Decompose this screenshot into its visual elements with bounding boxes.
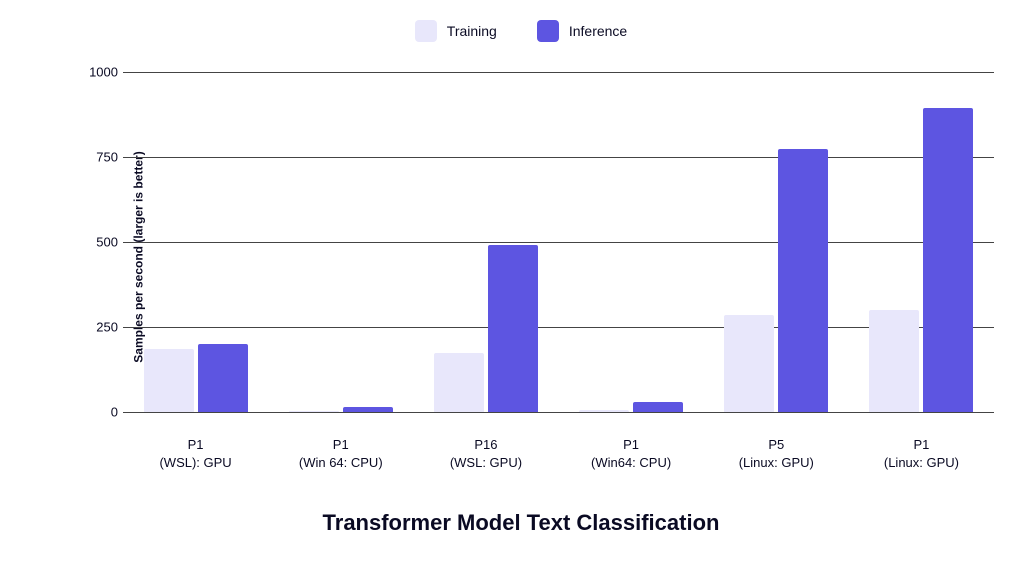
bar-inference <box>923 108 973 412</box>
bar-training <box>869 310 919 412</box>
legend-item-training: Training <box>415 20 497 42</box>
bar-group <box>559 72 704 412</box>
legend: Training Inference <box>48 20 994 42</box>
bar-group <box>413 72 558 412</box>
bar-training <box>724 315 774 412</box>
y-tick: 250 <box>88 320 118 335</box>
x-axis-label: P16(WSL: GPU) <box>413 436 558 472</box>
bar-inference <box>633 402 683 412</box>
x-axis-label: P1(Win64: CPU) <box>559 436 704 472</box>
bar-group <box>704 72 849 412</box>
y-tick: 750 <box>88 150 118 165</box>
plot-area: Samples per second (larger is better) P1… <box>98 72 994 442</box>
bar-training <box>579 410 629 412</box>
legend-swatch-inference <box>537 20 559 42</box>
x-axis-label: P1(Linux: GPU) <box>849 436 994 472</box>
y-tick: 1000 <box>88 65 118 80</box>
bar-group <box>849 72 994 412</box>
chart-container: Training Inference Samples per second (l… <box>48 20 994 546</box>
bar-group <box>268 72 413 412</box>
bar-group <box>123 72 268 412</box>
y-tick: 500 <box>88 235 118 250</box>
legend-swatch-training <box>415 20 437 42</box>
x-axis-label: P1(WSL): GPU <box>123 436 268 472</box>
legend-item-inference: Inference <box>537 20 627 42</box>
bar-training <box>144 349 194 412</box>
legend-label-inference: Inference <box>569 23 627 39</box>
legend-label-training: Training <box>447 23 497 39</box>
bars-area <box>123 72 994 412</box>
y-tick: 0 <box>88 405 118 420</box>
bar-training <box>434 353 484 413</box>
bar-inference <box>488 245 538 412</box>
bar-training <box>289 411 339 412</box>
x-axis-label: P1(Win 64: CPU) <box>268 436 413 472</box>
x-axis-label: P5(Linux: GPU) <box>704 436 849 472</box>
bar-inference <box>343 407 393 412</box>
x-axis-labels: P1(WSL): GPUP1(Win 64: CPU)P16(WSL: GPU)… <box>123 436 994 472</box>
bar-inference <box>778 149 828 413</box>
gridline <box>123 412 994 413</box>
bar-inference <box>198 344 248 412</box>
chart-title: Transformer Model Text Classification <box>48 510 994 536</box>
